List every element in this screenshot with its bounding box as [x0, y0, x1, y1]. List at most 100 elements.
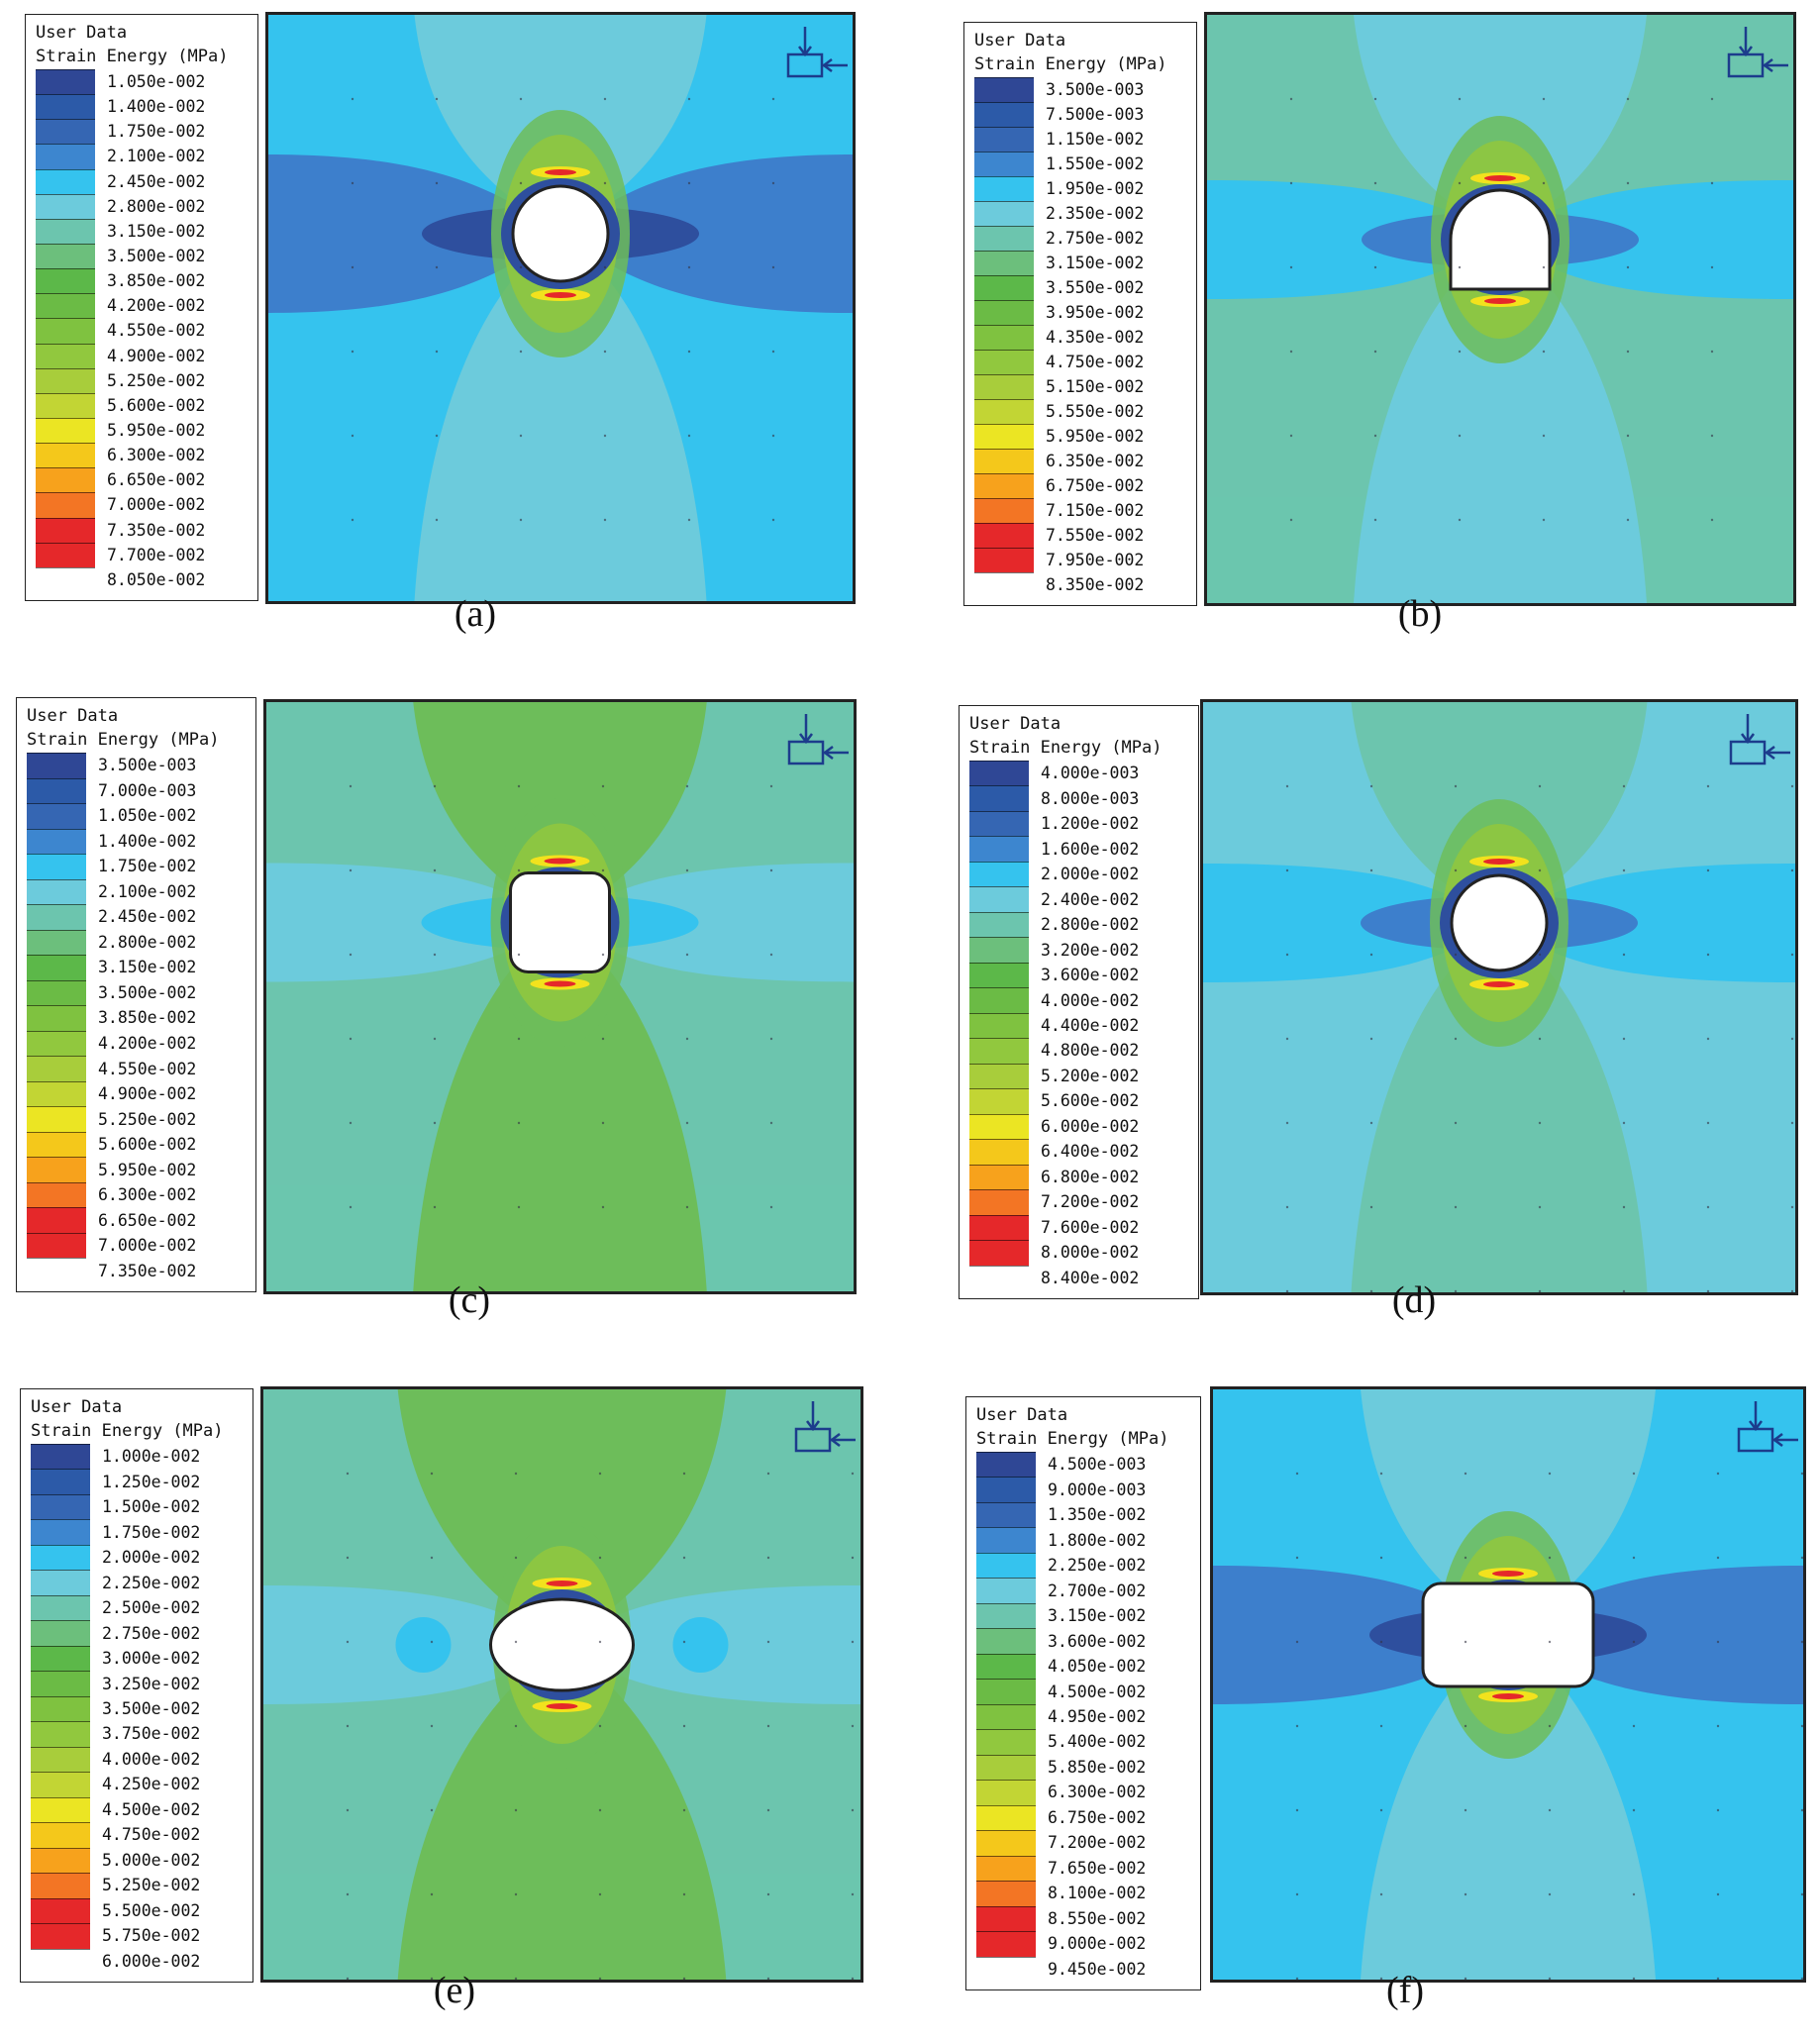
legend-swatch [31, 1671, 90, 1696]
mesh-node [349, 953, 353, 957]
legend-label: 5.150e-002 [1046, 377, 1145, 396]
stress-peak-top-core [1484, 175, 1516, 181]
legend-swatch [976, 1855, 1036, 1882]
legend-label: 1.350e-002 [1048, 1505, 1147, 1525]
legend-entry: 8.400e-002 [969, 1265, 1139, 1290]
mesh-node [1289, 350, 1293, 354]
legend-subtitle: Strain Energy (MPa) [27, 730, 220, 750]
mesh-node [766, 1724, 770, 1728]
color-legend: User Data Strain Energy (MPa) 3.500e-003 7.… [16, 697, 256, 1292]
legend-entry: 5.600e-002 [36, 392, 205, 418]
legend-label: 1.600e-002 [1041, 839, 1140, 859]
legend-swatch [27, 1232, 86, 1259]
legend-swatch [969, 1088, 1029, 1114]
contour-plot [265, 12, 856, 604]
mesh-node [603, 350, 607, 354]
legend-label: 3.600e-002 [1048, 1631, 1147, 1651]
mesh-node [1710, 350, 1714, 354]
mesh-node [682, 1640, 686, 1644]
legend-swatch [969, 1113, 1029, 1140]
mesh-node [1710, 518, 1714, 522]
mesh-node [351, 518, 354, 522]
mesh-node [598, 1640, 602, 1644]
mesh-node [435, 518, 439, 522]
mesh-node [517, 868, 521, 872]
mesh-node [1626, 518, 1630, 522]
legend-swatch [31, 1544, 90, 1571]
color-legend: User Data Strain Energy (MPa) 1.000e-002 1.… [20, 1388, 253, 1983]
mesh-node [769, 1037, 773, 1041]
legend-entry: 4.200e-002 [27, 1030, 197, 1057]
mesh-node [433, 1037, 437, 1041]
mesh-node [601, 868, 605, 872]
mesh-node [1710, 181, 1714, 185]
legend-entry: 6.000e-002 [31, 1948, 200, 1974]
legend-label: 6.300e-002 [98, 1185, 197, 1205]
legend-label: 2.500e-002 [102, 1598, 201, 1618]
tunnel-opening [509, 871, 611, 973]
mesh-node [1632, 1977, 1636, 1980]
legend-entry: 2.100e-002 [27, 878, 196, 905]
legend-entry: 4.500e-002 [976, 1679, 1146, 1704]
mesh-node [1710, 265, 1714, 269]
color-legend: User Data Strain Energy (MPa) 4.000e-003 8.… [959, 705, 1199, 1299]
legend-label: 1.750e-002 [98, 857, 197, 876]
legend-label: 3.500e-002 [107, 247, 206, 266]
panel-caption: (f) [1386, 1970, 1424, 2011]
mesh-node [1800, 1977, 1803, 1980]
mesh-node [603, 265, 607, 269]
load-arrow-icon [794, 1401, 856, 1453]
legend-entry: 2.000e-002 [969, 861, 1139, 887]
legend-swatch [969, 1240, 1029, 1266]
mesh-node [598, 1892, 602, 1896]
legend-label: 6.650e-002 [107, 470, 206, 490]
lower-lobe [1361, 1635, 1656, 1980]
legend-label: 4.200e-002 [98, 1034, 197, 1053]
legend-entry: 1.000e-002 [31, 1444, 200, 1470]
mesh-node [771, 181, 775, 185]
mesh-node [1548, 1556, 1552, 1560]
legend-swatch [27, 1030, 86, 1057]
mesh-node [771, 350, 775, 354]
legend-label: 3.200e-002 [1041, 940, 1140, 960]
mesh-node [1548, 1724, 1552, 1728]
mesh-node [598, 1556, 602, 1560]
legend-label: 8.100e-002 [1048, 1884, 1147, 1903]
legend-swatch [31, 1772, 90, 1797]
legend-label: 1.750e-002 [107, 122, 206, 142]
mesh-node [1538, 953, 1542, 957]
legend-label: 5.600e-002 [1041, 1091, 1140, 1111]
mesh-node [1548, 1808, 1552, 1812]
mesh-node [1800, 1724, 1803, 1728]
mesh-node [685, 784, 689, 788]
mesh-node [687, 181, 691, 185]
legend-entry: 4.400e-002 [969, 1012, 1139, 1039]
load-arrow-icon [787, 714, 849, 765]
mesh-node [1464, 1892, 1467, 1896]
mesh-node [682, 1724, 686, 1728]
legend-label: 7.500e-003 [1046, 105, 1145, 124]
legend-swatch [969, 810, 1029, 837]
legend-label: 5.550e-002 [1046, 402, 1145, 421]
legend-label: 6.300e-002 [1048, 1783, 1147, 1802]
legend-label: 9.450e-002 [1048, 1959, 1147, 1979]
load-arrow-icon [1727, 27, 1788, 78]
legend-label: 7.350e-002 [98, 1261, 197, 1280]
mesh-node [1369, 1289, 1373, 1292]
legend-swatch [27, 1056, 86, 1081]
legend-label: 6.750e-002 [1048, 1807, 1147, 1827]
contour-plot [260, 1386, 863, 1983]
legend-entry: 8.000e-003 [969, 785, 1139, 811]
legend-swatch [27, 753, 86, 778]
legend-label: 3.950e-002 [1046, 303, 1145, 322]
legend-title: User Data [31, 1397, 123, 1417]
stress-peak-top-core [1483, 859, 1515, 865]
mesh-node [769, 1121, 773, 1125]
legend-label: 5.850e-002 [1048, 1757, 1147, 1777]
legend-label: 7.650e-002 [1048, 1858, 1147, 1878]
legend-label: 6.400e-002 [1041, 1142, 1140, 1162]
legend-entry: 1.400e-002 [36, 94, 205, 120]
mesh-node [1454, 1289, 1458, 1292]
legend-label: 2.250e-002 [1048, 1556, 1147, 1576]
mesh-node [517, 1121, 521, 1125]
